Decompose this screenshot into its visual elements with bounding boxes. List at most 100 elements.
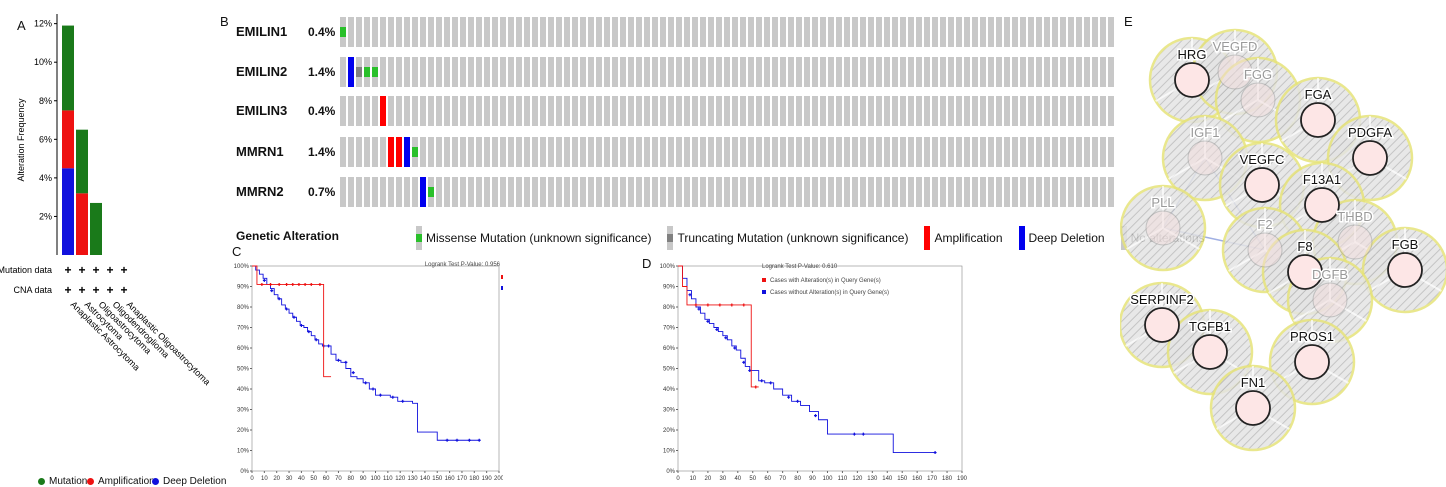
- sample-cell: [372, 177, 378, 207]
- sample-cell: [836, 137, 842, 167]
- sample-cell: [708, 137, 714, 167]
- sample-cell: [876, 137, 882, 167]
- sample-cell: [844, 137, 850, 167]
- sample-cell: [604, 96, 610, 126]
- censor-mark: [297, 282, 301, 286]
- sample-cell: [972, 177, 978, 207]
- sample-cell: [1044, 17, 1050, 47]
- sample-cell: [1020, 96, 1026, 126]
- sample-cell: [820, 177, 826, 207]
- legend-amplification-label: Amplification: [98, 476, 155, 487]
- sample-cell: [412, 96, 418, 126]
- sample-cell: [572, 96, 578, 126]
- genetic-alteration-title: Genetic Alteration: [236, 229, 339, 243]
- censor-mark: [933, 451, 937, 455]
- sample-cell: [820, 137, 826, 167]
- sample-cell: [1012, 137, 1018, 167]
- sample-cell: [556, 17, 562, 47]
- sample-cell: [428, 137, 434, 167]
- logrank-text: Logrank Test P-Value: 0.610: [762, 264, 838, 270]
- sample-cell: [372, 17, 378, 47]
- sample-cell: [388, 137, 394, 167]
- sample-cell: [988, 137, 994, 167]
- sample-cell: [516, 177, 522, 207]
- survival-plot-d: 0% 10% 20% 30% 40% 50% 60% 70% 80% 90% 100% 0 10 20 30…: [660, 264, 968, 482]
- y-tick-label: 80%: [663, 305, 676, 311]
- x-tick-label: 10: [690, 476, 697, 482]
- censor-mark: [285, 307, 289, 311]
- sample-cell: [652, 177, 658, 207]
- censor-mark: [327, 344, 331, 348]
- sample-cell: [628, 96, 634, 126]
- node-label: PROS1: [1290, 329, 1334, 344]
- sample-cell: [588, 137, 594, 167]
- sample-cell: [684, 96, 690, 126]
- sample-cell: [764, 57, 770, 87]
- sample-cell: [668, 177, 674, 207]
- gene-name: EMILIN3: [236, 103, 288, 118]
- sample-cell: [956, 57, 962, 87]
- sample-cell: [484, 177, 490, 207]
- sample-cell: [428, 17, 434, 47]
- cna-data-label: CNA data: [13, 285, 52, 295]
- sample-cell: [364, 57, 370, 87]
- sample-cell: [924, 17, 930, 47]
- censor-mark: [730, 303, 734, 307]
- sample-cell: [940, 57, 946, 87]
- sample-cell: [516, 137, 522, 167]
- sample-cell: [948, 96, 954, 126]
- sample-cell: [780, 96, 786, 126]
- sample-cell: [580, 177, 586, 207]
- sample-cell: [732, 57, 738, 87]
- sample-cell: [620, 177, 626, 207]
- node-label: PDGFA: [1348, 125, 1392, 140]
- x-tick-label: 160: [912, 476, 923, 482]
- x-tick-label: 80: [794, 476, 801, 482]
- sample-cell: [468, 137, 474, 167]
- mutation-data-plus: +: [92, 263, 99, 277]
- sample-cell: [628, 137, 634, 167]
- node-label: VEGFD: [1213, 39, 1258, 54]
- sample-cell: [644, 137, 650, 167]
- sample-cell: [420, 17, 426, 47]
- sample-cell: [812, 57, 818, 87]
- sample-cell: [604, 17, 610, 47]
- sample-cell: [1108, 17, 1114, 47]
- node-core: [1235, 390, 1271, 426]
- sample-cell: [700, 57, 706, 87]
- x-tick-label: 190: [957, 476, 968, 482]
- sample-cell: [988, 57, 994, 87]
- mutation-data-plus: +: [120, 263, 127, 277]
- sample-cell: [380, 57, 386, 87]
- sample-cell: [980, 137, 986, 167]
- y-tick-label: 40%: [237, 387, 250, 393]
- censor-mark: [336, 358, 340, 362]
- sample-cell: [964, 96, 970, 126]
- y-tick-label: 10%: [34, 57, 52, 67]
- x-tick-label: 110: [383, 476, 393, 482]
- x-tick-label: 0: [676, 476, 680, 482]
- sample-cell: [852, 96, 858, 126]
- censor-mark: [796, 399, 800, 403]
- sample-cell: [388, 177, 394, 207]
- sample-cell: [340, 137, 346, 167]
- censor-mark: [787, 395, 791, 399]
- sample-cell: [1060, 177, 1066, 207]
- sample-cell: [1076, 96, 1082, 126]
- sample-cell: [1092, 96, 1098, 126]
- sample-cell: [492, 17, 498, 47]
- sample-cell: [508, 177, 514, 207]
- sample-cell: [804, 57, 810, 87]
- sample-cell: [788, 137, 794, 167]
- sample-cell: [548, 96, 554, 126]
- sample-cell: [628, 57, 634, 87]
- censor-mark: [694, 303, 698, 307]
- censor-mark: [748, 369, 752, 373]
- censor-mark: [378, 393, 382, 397]
- sample-cell: [652, 57, 658, 87]
- sample-cell: [924, 177, 930, 207]
- sample-cell: [676, 137, 682, 167]
- x-tick-label: 60: [764, 476, 771, 482]
- y-tick-label: 100%: [234, 264, 250, 270]
- sample-cell: [692, 57, 698, 87]
